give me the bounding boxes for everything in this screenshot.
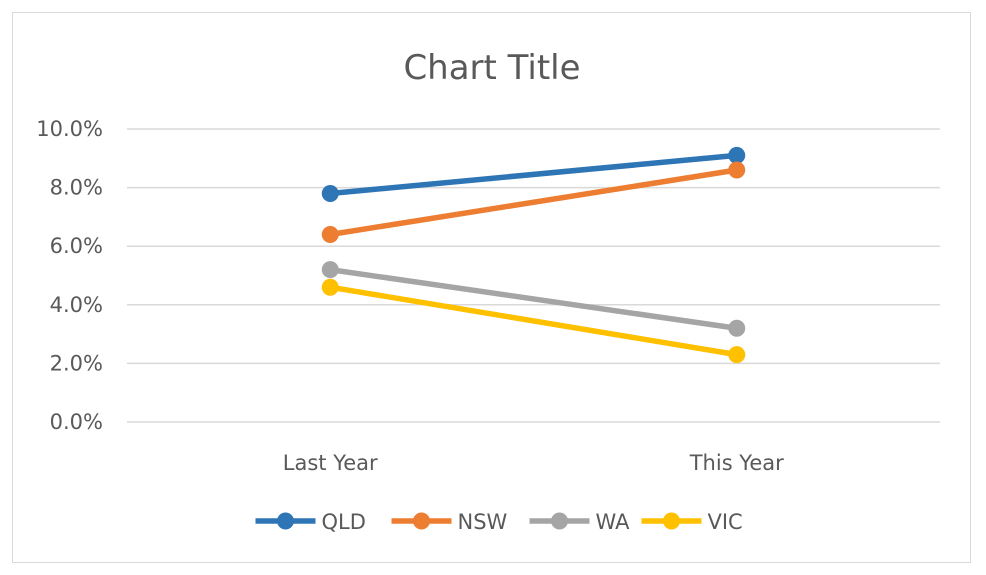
- y-tick-label: 6.0%: [50, 234, 103, 258]
- series-qld: [321, 146, 746, 202]
- data-point: [728, 319, 746, 337]
- chart-frame: Chart Title 0.0% 2.0% 4.0% 6.0% 8.0% 10.0% La…: [12, 12, 971, 563]
- series-line: [327, 167, 740, 238]
- series-wa: [321, 261, 746, 337]
- legend-swatch-marker: [413, 512, 430, 530]
- data-point: [321, 261, 339, 279]
- legend-item-wa: WA: [529, 510, 631, 534]
- legend-item-nsw: NSW: [391, 510, 508, 534]
- data-point: [321, 225, 339, 243]
- series-nsw: [321, 161, 746, 243]
- legend-label: NSW: [458, 510, 508, 534]
- x-axis-tick-labels: Last Year This Year: [283, 451, 784, 475]
- data-point: [321, 184, 339, 202]
- data-point: [728, 346, 746, 364]
- gridlines: [127, 128, 940, 423]
- legend-swatch-marker: [663, 512, 680, 530]
- legend: QLD NSW WA VIC: [255, 510, 743, 534]
- data-point: [321, 278, 339, 296]
- y-tick-label: 8.0%: [50, 176, 103, 200]
- legend-label: QLD: [322, 510, 366, 534]
- y-tick-label: 4.0%: [50, 293, 103, 317]
- series-lines: [321, 146, 746, 364]
- series-vic: [321, 278, 746, 364]
- y-axis-tick-labels: 0.0% 2.0% 4.0% 6.0% 8.0% 10.0%: [36, 117, 103, 434]
- series-line: [327, 284, 740, 358]
- y-tick-label: 10.0%: [36, 117, 103, 141]
- data-point: [728, 161, 746, 179]
- x-tick-label: Last Year: [283, 451, 378, 475]
- legend-swatch-marker: [551, 512, 568, 530]
- legend-item-qld: QLD: [255, 510, 366, 534]
- series-line: [327, 152, 740, 197]
- data-point: [728, 146, 746, 164]
- chart-title: Chart Title: [403, 48, 580, 88]
- legend-swatch-marker: [277, 512, 294, 530]
- series-line: [327, 266, 740, 331]
- y-tick-label: 2.0%: [50, 351, 103, 375]
- legend-label: VIC: [708, 510, 743, 534]
- legend-item-vic: VIC: [641, 510, 743, 534]
- x-tick-label: This Year: [689, 451, 784, 475]
- legend-label: WA: [596, 510, 631, 534]
- line-chart: Chart Title 0.0% 2.0% 4.0% 6.0% 8.0% 10.0% La…: [36, 48, 940, 534]
- y-tick-label: 0.0%: [50, 410, 103, 434]
